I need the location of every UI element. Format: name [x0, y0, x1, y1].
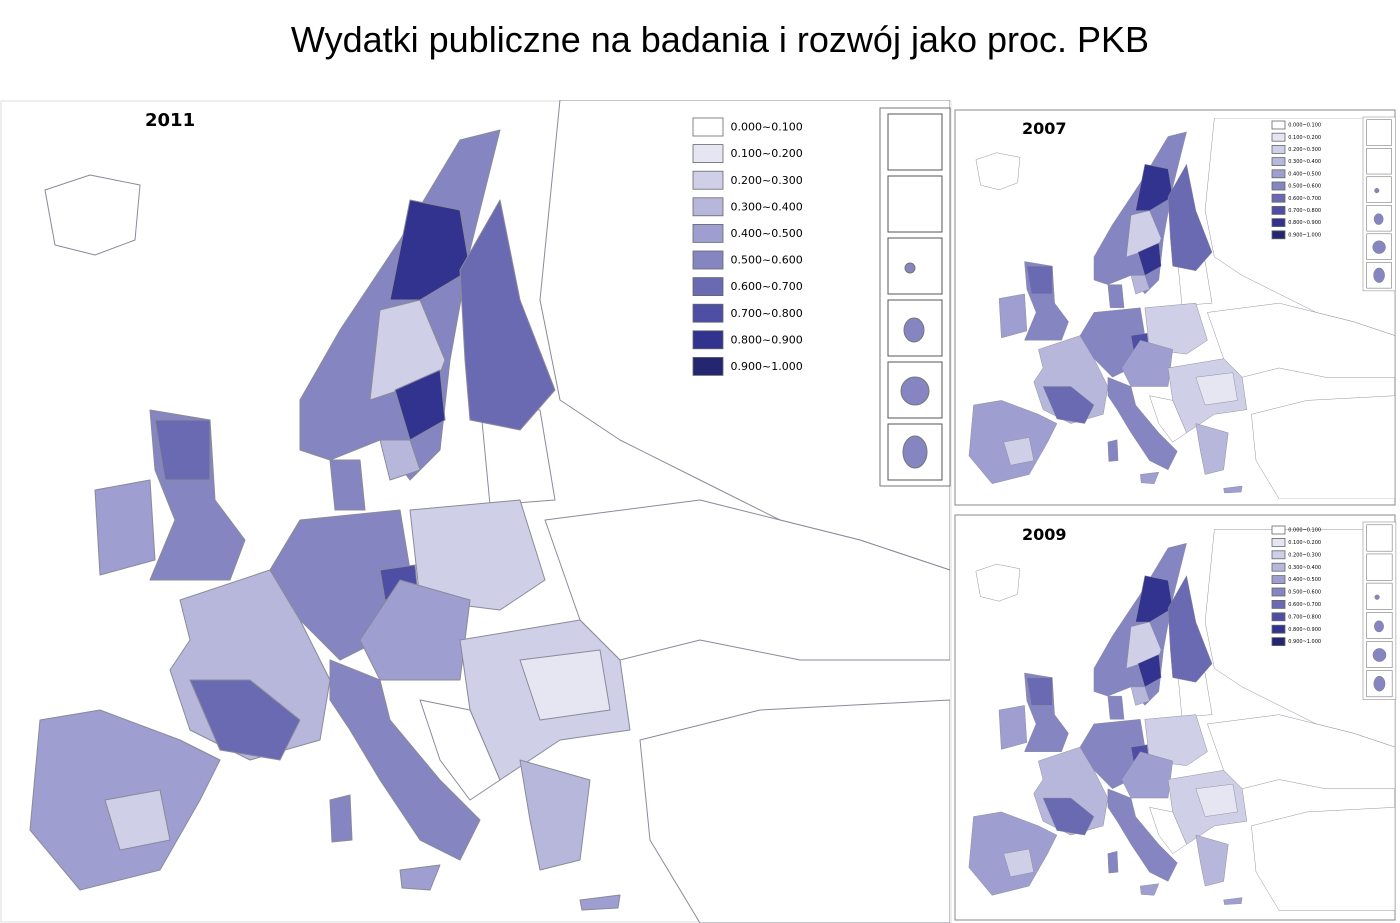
legend-label: 0.100~0.200	[1288, 135, 1321, 141]
legend-label: 0.600~0.700	[1288, 602, 1321, 608]
legend-label: 0.300~0.400	[1288, 565, 1321, 571]
legend-label: 0.200~0.300	[1288, 147, 1321, 153]
legend-label: 0.800~0.900	[731, 333, 803, 346]
legend-swatch	[1271, 144, 1286, 154]
legend-label: 0.600~0.700	[1288, 196, 1321, 202]
legend-swatch	[1271, 193, 1286, 203]
legend-swatch	[1271, 132, 1286, 142]
legend-swatch	[1271, 587, 1286, 597]
legend-label: 0.000~0.100	[1288, 528, 1321, 534]
legend-swatch	[1271, 637, 1286, 646]
legend-label: 0.400~0.500	[1288, 577, 1321, 583]
legend-swatch	[1271, 550, 1286, 560]
legend-label: 0.400~0.500	[731, 227, 803, 240]
legend: 0.000~0.100 0.100~0.200 0.200~0.300 0.300~0…	[692, 117, 803, 376]
legend-label: 0.700~0.800	[1288, 208, 1321, 214]
legend-label: 0.700~0.800	[731, 307, 803, 320]
legend-swatch	[692, 170, 724, 190]
legend-swatch	[692, 144, 724, 164]
legend: 0.000~0.100 0.100~0.200 0.200~0.300 0.300~0…	[1271, 525, 1321, 646]
legend-swatch	[1271, 181, 1286, 191]
legend-swatch	[1271, 230, 1286, 240]
legend-label: 0.300~0.400	[1288, 159, 1321, 165]
legend-label: 0.500~0.600	[731, 254, 803, 267]
legend-swatch	[692, 117, 724, 137]
legend-label: 0.900~1.000	[1288, 232, 1321, 238]
legend-swatch	[692, 223, 724, 243]
legend-swatch	[1271, 120, 1286, 130]
legend-label: 0.000~0.100	[731, 121, 803, 134]
legend-swatch	[1271, 624, 1286, 634]
legend-swatch	[692, 330, 724, 350]
map-year: 2007	[1022, 119, 1067, 138]
legend-label: 0.100~0.200	[731, 147, 803, 160]
legend-label: 0.100~0.200	[1288, 540, 1321, 546]
legend-swatch	[1271, 562, 1286, 572]
map-year: 2009	[1022, 525, 1067, 544]
legend-label: 0.900~1.000	[731, 360, 803, 373]
legend-label: 0.800~0.900	[1288, 220, 1321, 226]
map-year: 2011	[145, 110, 195, 131]
title: Wydatki publiczne na badania i rozwój ja…	[291, 19, 1149, 60]
legend-label: 0.800~0.900	[1288, 627, 1321, 633]
legend-swatch	[692, 303, 724, 323]
legend-label: 0.500~0.600	[1288, 590, 1321, 596]
legend-swatch	[692, 250, 724, 270]
legend-label: 0.000~0.100	[1288, 123, 1321, 129]
legend-label: 0.300~0.400	[731, 200, 803, 213]
legend-swatch	[1271, 600, 1286, 609]
legend-label: 0.200~0.300	[1288, 552, 1321, 558]
legend-label: 0.600~0.700	[731, 280, 803, 293]
legend-swatch	[692, 356, 724, 376]
legend-swatch	[692, 277, 724, 297]
legend-label: 0.500~0.600	[1288, 184, 1321, 190]
legend-label: 0.400~0.500	[1288, 171, 1321, 177]
map-2011: 2011 0.000~0.1000.100~0.2000.200~0.3000.…	[0, 100, 952, 923]
legend-swatch	[692, 197, 724, 217]
legend-label: 0.200~0.300	[731, 174, 803, 187]
map-2009: 2009 0.000~0.1000.100~0.2000.200~0.3000.…	[954, 514, 1397, 921]
legend-swatch	[1271, 538, 1286, 547]
map-2007: 2007 0.000~0.1000.100~0.2000.200~0.3000.…	[954, 109, 1396, 506]
legend: 0.000~0.100 0.100~0.200 0.200~0.300 0.300~0…	[1271, 120, 1321, 240]
legend-swatch	[1271, 205, 1286, 215]
legend-swatch	[1271, 525, 1286, 535]
legend-swatch	[1271, 169, 1286, 179]
legend-swatch	[1271, 157, 1286, 167]
legend-swatch	[1271, 575, 1286, 584]
legend-label: 0.900~1.000	[1288, 639, 1321, 645]
legend-swatch	[1271, 218, 1286, 228]
legend-label: 0.700~0.800	[1288, 614, 1321, 620]
legend-swatch	[1271, 612, 1286, 622]
